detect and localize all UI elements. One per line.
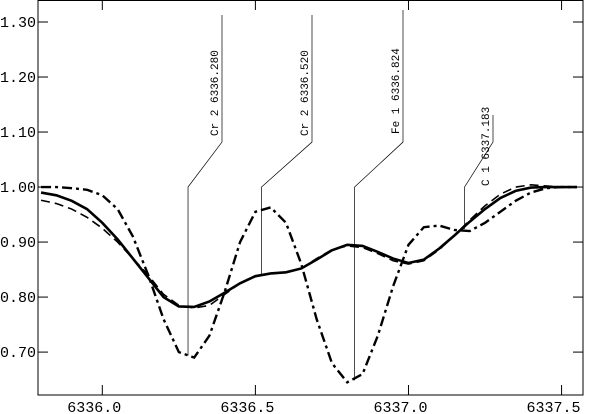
spectrum-line	[40, 185, 577, 309]
line-marker	[464, 115, 494, 230]
line-label: Cr 2 6336.520	[300, 50, 312, 136]
y-tick-label: 1.10	[0, 125, 36, 142]
y-tick-label: 1.30	[0, 15, 36, 32]
x-tick-label: 6337.5	[527, 400, 581, 414]
curves	[40, 184, 577, 384]
spectrum-line	[41, 185, 577, 384]
plot-frame	[37, 0, 584, 396]
spectrum-line	[40, 184, 577, 309]
x-tick-label: 6336.0	[67, 400, 121, 414]
line-marker	[261, 15, 313, 275]
x-tick-label: 6337.0	[373, 400, 427, 414]
x-tick-label: 6336.5	[220, 400, 274, 414]
line-label: C 1 6337.183	[481, 107, 493, 186]
y-tick-label: 1.00	[0, 180, 36, 197]
line-label: Fe 1 6336.824	[391, 48, 403, 134]
y-tick-label: 0.70	[0, 345, 36, 362]
line-marker	[187, 15, 223, 356]
y-tick-label: 0.90	[0, 235, 36, 252]
line-label: Cr 2 6336.280	[210, 50, 222, 136]
y-tick-label: 1.20	[0, 70, 36, 87]
line-marker	[354, 10, 404, 381]
y-tick-label: 0.80	[0, 290, 36, 307]
